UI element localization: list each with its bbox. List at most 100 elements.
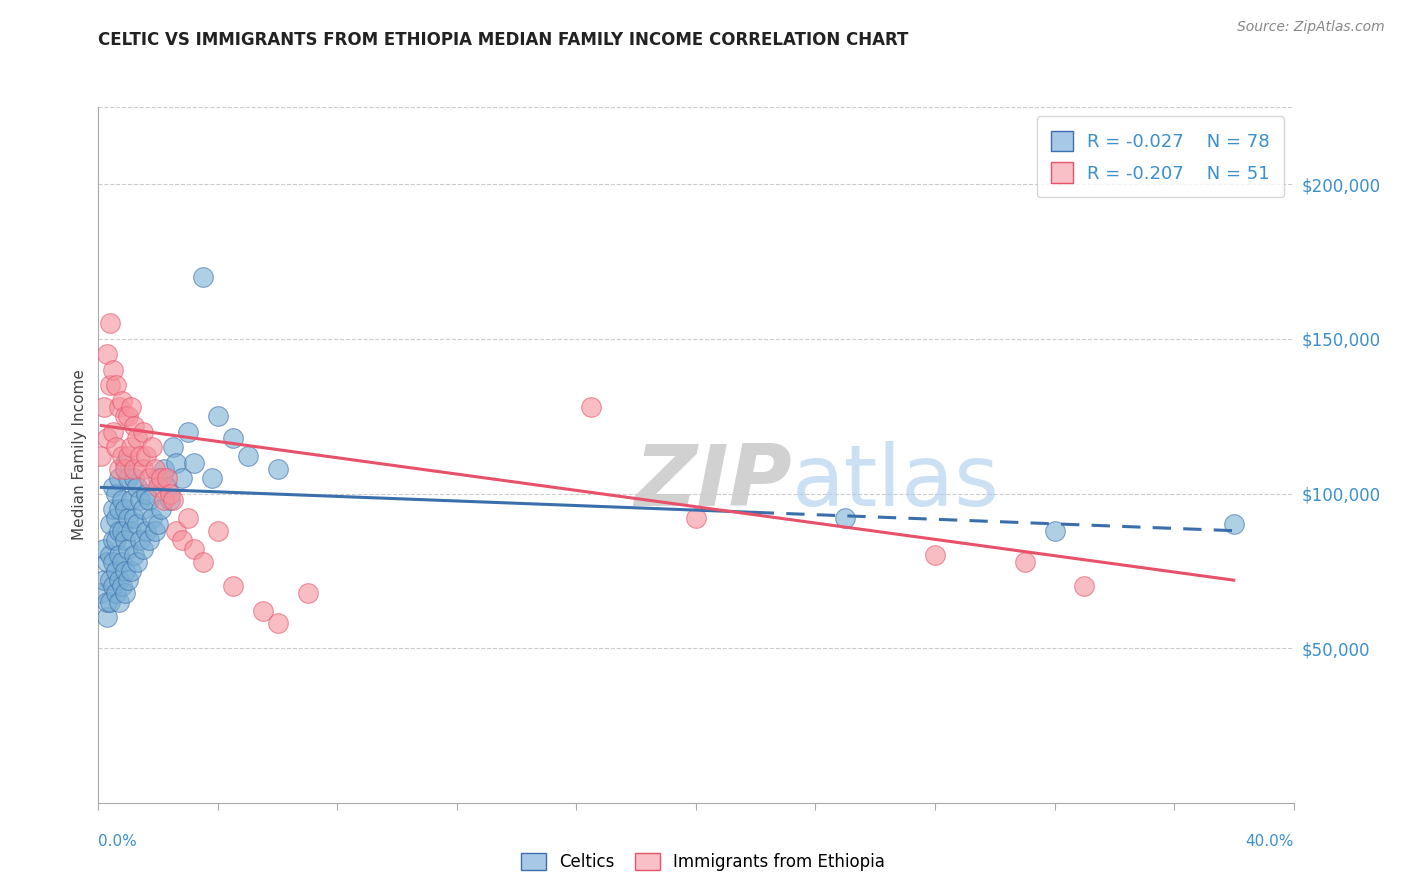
Point (114, 502, 136, 516)
Point (111, 579, 134, 593)
Point (105, 533, 128, 547)
Point (191, 555, 214, 569)
Point (156, 480, 179, 494)
Point (103, 579, 125, 593)
Point (135, 486, 157, 500)
Point (103, 363, 125, 377)
Point (117, 471, 139, 485)
Point (236, 450, 259, 464)
Point (222, 579, 245, 593)
Point (1043, 524, 1066, 538)
Point (111, 450, 134, 464)
Point (108, 462, 131, 476)
Point (108, 471, 131, 485)
Point (100, 317, 122, 331)
Point (105, 486, 128, 500)
Point (129, 450, 152, 464)
Point (156, 471, 179, 485)
Text: CELTIC VS IMMIGRANTS FROM ETHIOPIA MEDIAN FAMILY INCOME CORRELATION CHART: CELTIC VS IMMIGRANTS FROM ETHIOPIA MEDIA… (98, 31, 908, 49)
Point (111, 393, 134, 408)
Point (129, 533, 152, 547)
Point (177, 511, 200, 525)
Point (117, 511, 139, 525)
Point (124, 471, 146, 485)
Point (117, 542, 139, 557)
Point (117, 573, 139, 587)
Text: 0.0%: 0.0% (98, 834, 138, 849)
Point (132, 542, 155, 557)
Point (120, 492, 142, 507)
Point (111, 555, 134, 569)
Point (159, 486, 181, 500)
Point (96, 347, 118, 361)
Point (150, 502, 173, 516)
Point (148, 471, 170, 485)
Point (162, 440, 184, 454)
Point (135, 524, 157, 538)
Point (108, 573, 131, 587)
Point (159, 492, 181, 507)
Point (96, 431, 118, 445)
Point (105, 564, 128, 578)
Point (148, 517, 170, 532)
Point (127, 555, 149, 569)
Point (100, 595, 122, 609)
Point (120, 440, 142, 454)
Point (114, 409, 136, 424)
Point (127, 480, 149, 494)
Point (138, 492, 160, 507)
Point (108, 400, 131, 414)
Point (834, 511, 856, 525)
Point (100, 573, 122, 587)
Point (222, 431, 245, 445)
Point (103, 480, 125, 494)
Point (165, 456, 187, 470)
Point (114, 564, 136, 578)
Point (685, 511, 707, 525)
Point (141, 440, 163, 454)
Point (103, 533, 125, 547)
Point (93, 573, 115, 587)
Point (124, 462, 146, 476)
Point (924, 549, 946, 563)
Point (581, 400, 603, 414)
Point (93, 542, 115, 557)
Point (124, 418, 146, 433)
Point (114, 462, 136, 476)
Point (103, 555, 125, 569)
Point (267, 462, 290, 476)
Point (120, 400, 142, 414)
Point (141, 511, 163, 525)
Point (162, 492, 184, 507)
Point (297, 585, 319, 599)
Point (117, 450, 139, 464)
Point (129, 492, 152, 507)
Point (1073, 579, 1095, 593)
Point (117, 409, 139, 424)
Point (172, 533, 194, 547)
Point (108, 595, 131, 609)
Point (165, 524, 187, 538)
Point (120, 524, 142, 538)
Legend: R = -0.027    N = 78, R = -0.207    N = 51: R = -0.027 N = 78, R = -0.207 N = 51 (1036, 116, 1285, 197)
Point (93, 400, 115, 414)
Text: ZIP: ZIP (634, 442, 792, 524)
Point (1014, 555, 1036, 569)
Point (100, 549, 122, 563)
Point (108, 502, 131, 516)
Point (120, 564, 142, 578)
Point (153, 492, 176, 507)
Point (103, 502, 125, 516)
Text: 40.0%: 40.0% (1246, 834, 1294, 849)
Point (114, 456, 136, 470)
Point (138, 533, 160, 547)
Y-axis label: Median Family Income: Median Family Income (72, 369, 87, 541)
Point (183, 456, 205, 470)
Point (207, 409, 229, 424)
Point (252, 604, 274, 618)
Point (108, 524, 131, 538)
Point (132, 462, 155, 476)
Point (132, 425, 155, 439)
Point (127, 517, 149, 532)
Point (183, 542, 205, 557)
